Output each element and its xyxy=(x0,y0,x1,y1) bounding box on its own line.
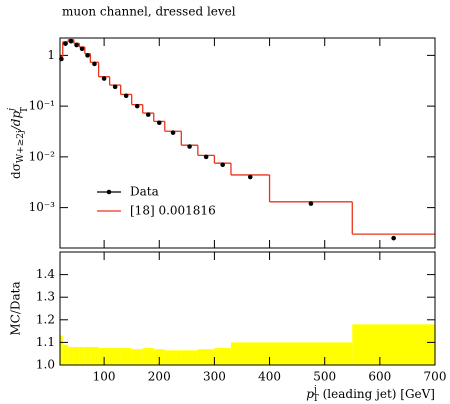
data-point xyxy=(203,154,209,160)
legend-label: [18] 0.001816 xyxy=(130,204,216,218)
x-tick-label: 600 xyxy=(368,370,391,384)
ratio-band xyxy=(79,346,85,365)
y-axis-label: MC/Data xyxy=(9,281,23,335)
ratio-band xyxy=(62,344,69,365)
x-tick-label: 100 xyxy=(93,370,116,384)
plot-frame xyxy=(59,37,436,249)
legend-label: Data xyxy=(130,185,159,199)
ratio-band xyxy=(142,348,154,365)
ratio-band xyxy=(73,346,80,365)
x-axis-label-part: p xyxy=(306,387,314,401)
x-tick-label: 500 xyxy=(313,370,336,384)
ratio-band xyxy=(84,346,91,365)
y-tick-label: 1 xyxy=(47,48,55,62)
ratio-band xyxy=(90,346,99,365)
y-tick-label: 10⁻² xyxy=(29,149,56,163)
data-point xyxy=(156,120,162,126)
data-point xyxy=(92,61,97,67)
data-point xyxy=(187,144,192,149)
x-axis-label-part: (leading jet) [GeV] xyxy=(319,387,435,401)
y-tick-label: 1.2 xyxy=(36,312,55,326)
ratio-band xyxy=(181,350,198,365)
data-point xyxy=(247,174,253,180)
ratio-band xyxy=(131,349,143,365)
y-axis-label: dσW+≥2j/dpj T xyxy=(7,107,30,179)
ratio-band xyxy=(120,348,132,365)
ratio-band xyxy=(269,342,353,365)
y-tick-label: 1.4 xyxy=(36,267,55,281)
ratio-band xyxy=(164,350,182,365)
data-point xyxy=(145,112,151,117)
x-axis-label-part: T xyxy=(313,394,319,404)
data-point xyxy=(74,42,79,48)
data-point xyxy=(101,76,107,81)
y-tick-label: 10⁻³ xyxy=(29,200,56,214)
y-axis-label-part: W+≥2j xyxy=(16,130,26,163)
data-point xyxy=(308,201,314,206)
data-point xyxy=(220,162,225,168)
data-point xyxy=(79,46,85,52)
y-tick-label: 1.1 xyxy=(36,335,55,349)
y-tick-label: 1.0 xyxy=(36,358,55,372)
y-tick-label: 10⁻¹ xyxy=(29,99,55,113)
y-tick-label: 1.3 xyxy=(36,290,55,304)
ratio-band xyxy=(197,349,215,365)
x-tick-label: 200 xyxy=(148,370,171,384)
ratio-band xyxy=(98,348,110,365)
ratio-band xyxy=(68,346,74,365)
data-point xyxy=(85,53,90,58)
ratio-band xyxy=(352,324,435,365)
data-point xyxy=(68,38,74,44)
data-point xyxy=(134,103,140,109)
legend-marker xyxy=(106,189,112,195)
plot-frame xyxy=(59,251,436,366)
y-axis-label-part: j xyxy=(7,108,17,113)
data-point xyxy=(123,93,129,99)
x-axis-label-part: j xyxy=(313,385,317,395)
data-point xyxy=(170,130,176,135)
data-point xyxy=(63,41,68,46)
y-axis-label-part: /dp xyxy=(9,111,23,132)
data-point xyxy=(112,84,118,90)
ratio-band xyxy=(109,348,121,365)
ratio-band xyxy=(214,348,231,365)
x-tick-label: 300 xyxy=(203,370,226,384)
chart-title: muon channel, dressed level xyxy=(62,5,236,19)
x-tick-label: 400 xyxy=(258,370,281,384)
ratio-band xyxy=(230,342,270,365)
y-axis-label-part: T xyxy=(20,107,30,113)
data-point xyxy=(391,235,396,241)
x-axis-label: pj T (leading jet) [GeV] xyxy=(306,385,435,404)
ratio-band xyxy=(60,335,63,365)
x-tick-label: 700 xyxy=(424,370,447,384)
y-axis-label-part: dσ xyxy=(9,163,23,179)
